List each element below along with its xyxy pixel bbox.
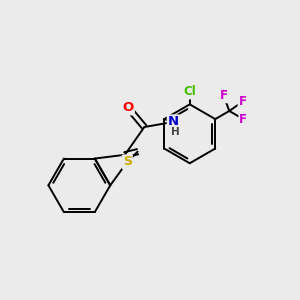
Text: S: S — [123, 155, 132, 168]
Text: F: F — [239, 112, 247, 126]
Text: O: O — [123, 101, 134, 114]
Text: F: F — [220, 89, 228, 102]
Text: H: H — [171, 127, 179, 137]
Text: N: N — [168, 116, 179, 128]
Text: F: F — [238, 95, 247, 108]
Text: Cl: Cl — [183, 85, 196, 98]
